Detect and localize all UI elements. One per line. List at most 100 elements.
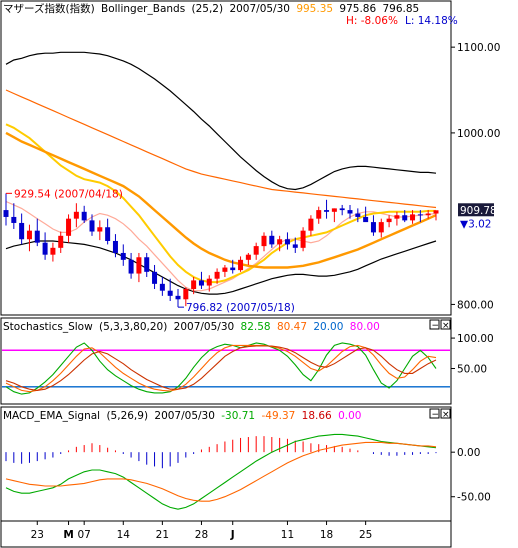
stoch-value-high: 80.00 bbox=[350, 321, 380, 333]
candle-body bbox=[347, 210, 353, 214]
candle-body bbox=[183, 288, 189, 300]
last-change-label: ▼3.02 bbox=[460, 218, 491, 230]
macd-value-signal: -49.37 bbox=[261, 410, 295, 422]
candle-body bbox=[105, 227, 111, 241]
series-line-upper_band bbox=[5, 51, 437, 191]
candle-body bbox=[97, 227, 103, 232]
candle-body bbox=[167, 290, 173, 296]
candle-body bbox=[370, 222, 376, 233]
series-line-middle_band bbox=[5, 89, 437, 209]
low-pct-label: L: 14.18% bbox=[405, 15, 458, 27]
candle-body bbox=[355, 213, 361, 217]
candle-body bbox=[331, 208, 337, 212]
stoch-line-slow bbox=[5, 345, 437, 391]
instrument-name: マザーズ指数(指数) bbox=[3, 2, 95, 15]
stoch-tick-label: 100.00 bbox=[457, 333, 494, 345]
macd-tick-label: -50.00 bbox=[457, 492, 491, 504]
macd-header: MACD_EMA_Signal (5,26,9) 2007/05/30 -30.… bbox=[3, 410, 361, 422]
last-price-box bbox=[458, 203, 494, 217]
series-line-ma_long bbox=[5, 131, 437, 269]
x-tick-label: 18 bbox=[320, 529, 333, 541]
candle-body bbox=[394, 215, 400, 219]
macd-value-hist: 18.66 bbox=[302, 410, 332, 422]
candle-body bbox=[308, 218, 314, 231]
candle-body bbox=[245, 254, 251, 260]
indicator-params: (25,2) bbox=[192, 3, 224, 15]
x-tick-label: 11 bbox=[281, 529, 294, 541]
candle-body bbox=[417, 214, 423, 216]
candle-body bbox=[11, 216, 17, 223]
stoch-value-low: 20.00 bbox=[313, 321, 343, 333]
x-tick-label: 21 bbox=[156, 529, 169, 541]
indicator-name: Bollinger_Bands bbox=[101, 3, 185, 15]
candle-body bbox=[144, 257, 150, 272]
last-price-label: 909.78 bbox=[460, 205, 497, 217]
macd-close-button[interactable]: × bbox=[440, 408, 451, 420]
x-tick-label: 23 bbox=[31, 529, 44, 541]
candle-body bbox=[269, 235, 275, 245]
x-tick-label: 28 bbox=[195, 529, 208, 541]
series-line-lower_band bbox=[5, 240, 437, 295]
candle-body bbox=[58, 235, 64, 248]
candle-body bbox=[198, 280, 204, 286]
y-tick-label: 800.00 bbox=[457, 299, 494, 311]
candle-body bbox=[81, 211, 87, 221]
candle-body bbox=[34, 230, 40, 243]
candle-body bbox=[277, 239, 283, 245]
price-panel bbox=[0, 0, 452, 316]
candle-body bbox=[136, 257, 142, 274]
y-tick-label: 1000.00 bbox=[457, 128, 500, 140]
candle-body bbox=[386, 218, 392, 223]
candle-body bbox=[324, 210, 330, 212]
stoch-tick-label: 50.00 bbox=[457, 364, 487, 376]
stoch-minimize-button[interactable]: − bbox=[429, 319, 440, 331]
candle-body bbox=[238, 259, 244, 271]
candle-body bbox=[3, 210, 9, 217]
stoch-close-button[interactable]: × bbox=[440, 319, 451, 331]
candle-body bbox=[378, 222, 384, 233]
stoch-name: Stochastics_Slow bbox=[3, 321, 93, 333]
y-tick-label: 1100.00 bbox=[457, 42, 500, 54]
stochastics-header: Stochastics_Slow (5,3,3,80,20) 2007/05/3… bbox=[3, 321, 380, 333]
candle-body bbox=[339, 208, 345, 211]
macd-params: (5,26,9) bbox=[106, 410, 148, 422]
price-header: マザーズ指数(指数) Bollinger_Bands (25,2) 2007/0… bbox=[3, 2, 419, 15]
candle-body bbox=[433, 210, 439, 214]
x-tick-label: 14 bbox=[117, 529, 131, 541]
candle-body bbox=[284, 239, 290, 245]
series-line-ma_short bbox=[5, 200, 437, 292]
candle-body bbox=[214, 271, 220, 279]
candle-body bbox=[159, 283, 165, 291]
candle-body bbox=[175, 295, 181, 300]
x-tick-label: 07 bbox=[77, 529, 90, 541]
candle-body bbox=[19, 222, 25, 240]
svg-text:−: − bbox=[432, 410, 440, 420]
stoch-date: 2007/05/30 bbox=[174, 321, 235, 333]
candle-body bbox=[253, 246, 259, 255]
header-value-2: 975.86 bbox=[339, 3, 376, 15]
macd-minimize-button[interactable]: − bbox=[429, 408, 440, 420]
candle-body bbox=[73, 211, 79, 219]
x-axis-panel bbox=[0, 520, 452, 548]
candle-body bbox=[425, 213, 431, 216]
candle-body bbox=[120, 252, 126, 260]
header-value-1: 995.35 bbox=[296, 3, 333, 15]
candle-body bbox=[316, 210, 322, 219]
candle-body bbox=[112, 240, 118, 253]
candle-body bbox=[152, 271, 158, 284]
macd-value-zero: 0.00 bbox=[338, 410, 361, 422]
candle-body bbox=[50, 247, 56, 255]
candle-body bbox=[410, 214, 416, 221]
candle-body bbox=[128, 259, 134, 274]
candle-body bbox=[206, 278, 212, 286]
candle-body bbox=[292, 244, 298, 248]
candle-body bbox=[300, 230, 306, 248]
candle-body bbox=[42, 242, 48, 255]
stochastics-panel bbox=[0, 317, 452, 405]
stoch-value-k: 82.58 bbox=[241, 321, 271, 333]
header-date: 2007/05/30 bbox=[229, 3, 290, 15]
candle-body bbox=[191, 280, 197, 289]
macd-value-macd: -30.71 bbox=[221, 410, 255, 422]
header-value-3: 796.85 bbox=[383, 3, 420, 15]
x-tick-label: M bbox=[63, 529, 73, 541]
